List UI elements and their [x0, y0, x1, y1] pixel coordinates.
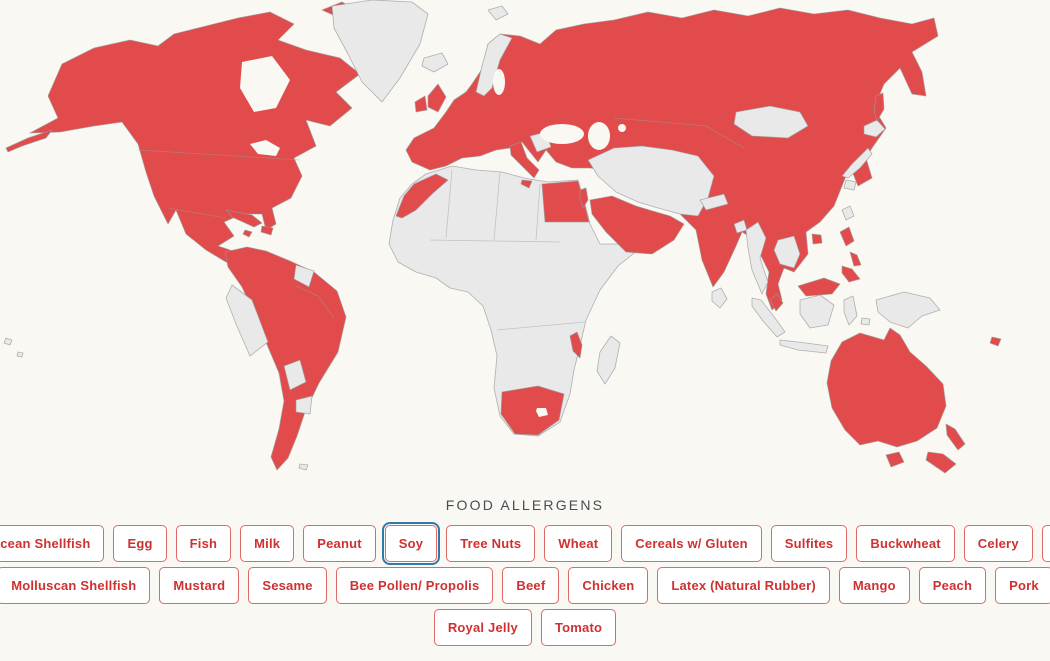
region-italy	[509, 141, 540, 179]
allergen-button-buckwheat[interactable]: Buckwheat	[856, 525, 955, 562]
allergen-button-soy[interactable]: Soy	[381, 522, 441, 565]
region-sicily	[520, 179, 533, 189]
allergen-button-peanut[interactable]: Peanut	[303, 525, 376, 562]
region-peru-ecuador	[225, 284, 269, 357]
lesotho-hole	[536, 408, 548, 417]
region-new-guinea	[875, 291, 941, 329]
allergen-button-cereals-w-gluten[interactable]: Cereals w/ Gluten	[621, 525, 762, 562]
country-border-lines	[137, 117, 745, 331]
page-title: FOOD ALLERGENS	[445, 497, 605, 513]
region-sakhalin	[873, 92, 885, 122]
allergen-button-pork[interactable]: Pork	[995, 567, 1050, 604]
region-uruguay	[295, 395, 313, 415]
region-norway	[475, 33, 513, 97]
region-falkland-islands	[298, 463, 309, 471]
allergen-button-milk[interactable]: Milk	[240, 525, 295, 562]
region-aleutian-islands	[5, 129, 53, 153]
region-hainan	[811, 233, 823, 245]
baltic-sea-water	[493, 69, 505, 95]
region-south-america	[224, 246, 347, 471]
allergen-button-beef[interactable]: Beef	[502, 567, 560, 604]
allergen-row-3: Royal Jelly Tomato	[0, 609, 1050, 646]
region-pacific-islands	[3, 337, 24, 358]
allergen-button-lupin[interactable]: Lupin	[1041, 525, 1050, 562]
region-north-america	[29, 11, 361, 272]
allergen-button-chicken[interactable]: Chicken	[568, 567, 649, 604]
allergen-button-tomato[interactable]: Tomato	[540, 609, 617, 646]
region-tasmania	[885, 451, 905, 468]
allergen-button-latex-natural-rubber[interactable]: Latex (Natural Rubber)	[657, 567, 830, 604]
allergen-button-royal-jelly[interactable]: Royal Jelly	[433, 609, 532, 646]
region-egypt	[541, 180, 590, 223]
aral-sea-water	[618, 124, 626, 132]
region-madagascar	[596, 335, 621, 385]
caspian-sea-water	[588, 122, 610, 150]
allergen-row-1: Crustacean Shellfish Egg Fish Milk Peanu…	[0, 522, 1050, 565]
allergen-button-fish[interactable]: Fish	[175, 525, 232, 562]
allergen-button-egg[interactable]: Egg	[113, 525, 167, 562]
region-sri-lanka	[711, 287, 728, 309]
region-south-africa	[500, 385, 565, 436]
allergen-button-crustacean-shellfish[interactable]: Crustacean Shellfish	[0, 525, 105, 562]
allergen-button-sesame[interactable]: Sesame	[248, 567, 327, 604]
region-taiwan	[841, 205, 855, 221]
allergen-button-bee-pollen-propolis[interactable]: Bee Pollen/ Propolis	[335, 567, 494, 604]
region-fiji	[989, 336, 1002, 347]
allergen-button-mango[interactable]: Mango	[838, 567, 910, 604]
region-laos-cambodia	[773, 235, 801, 269]
region-africa	[388, 165, 639, 437]
region-israel	[579, 187, 589, 209]
region-arabian-peninsula	[589, 195, 685, 255]
region-mongolia	[733, 105, 809, 139]
region-paraguay	[283, 359, 307, 391]
region-indonesia	[751, 294, 871, 354]
region-caribbean	[225, 209, 274, 238]
region-malaysia	[769, 277, 841, 312]
region-central-asia-iran-pakistan	[587, 145, 715, 217]
allergen-button-celery[interactable]: Celery	[963, 525, 1033, 562]
region-new-zealand	[925, 423, 966, 474]
allergen-row-2: Molluscan Shellfish Mustard Sesame Bee P…	[0, 567, 1050, 604]
allergen-button-mustard[interactable]: Mustard	[159, 567, 240, 604]
allergen-button-tree-nuts[interactable]: Tree Nuts	[446, 525, 536, 562]
allergen-button-wheat[interactable]: Wheat	[544, 525, 613, 562]
region-greenland	[331, 0, 429, 103]
world-allergen-map	[3, 0, 1002, 474]
allergen-button-sulfites[interactable]: Sulfites	[770, 525, 848, 562]
region-myanmar	[745, 221, 769, 295]
black-sea-water	[540, 124, 584, 144]
region-iceland	[421, 52, 449, 73]
region-svalbard	[487, 5, 509, 21]
region-australia	[826, 327, 947, 448]
allergen-button-molluscan-shellfish[interactable]: Molluscan Shellfish	[0, 567, 151, 604]
great-lakes-water	[250, 140, 280, 156]
region-guyanas-patch	[293, 264, 315, 288]
region-morocco	[395, 173, 449, 219]
hudson-bay-water	[240, 56, 290, 112]
region-malawi	[569, 331, 583, 359]
allergen-button-peach[interactable]: Peach	[918, 567, 987, 604]
region-japan	[841, 119, 886, 191]
allergen-button-panel: Crustacean Shellfish Egg Fish Milk Peanu…	[0, 522, 1050, 646]
region-british-isles	[414, 83, 447, 113]
region-philippines	[839, 226, 862, 283]
region-nepal	[699, 193, 729, 211]
